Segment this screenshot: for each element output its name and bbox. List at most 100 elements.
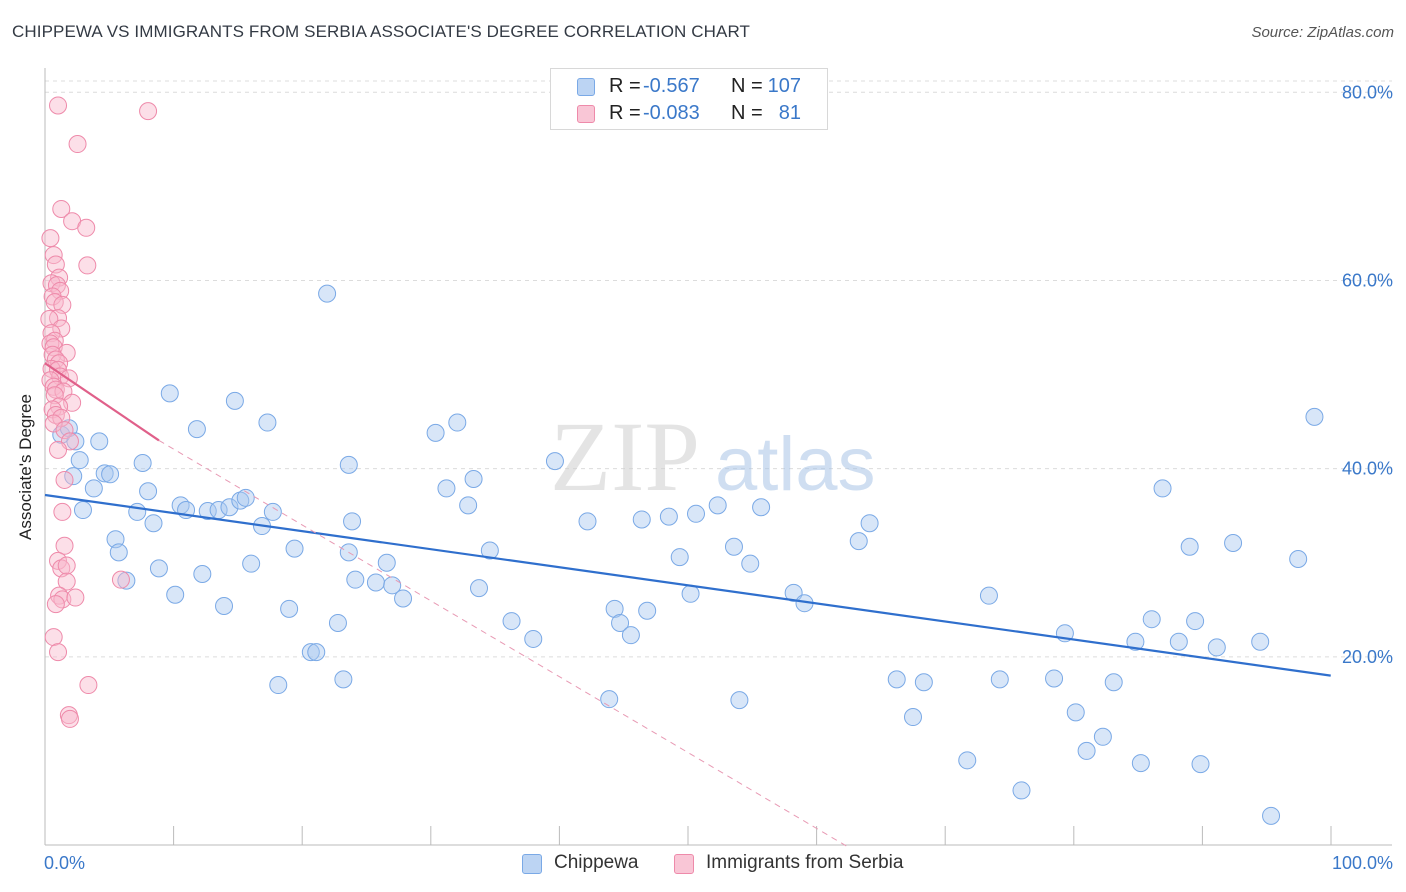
chippewa-point xyxy=(545,452,564,471)
axes xyxy=(44,68,1392,846)
chippewa-point xyxy=(1077,741,1096,760)
serbia-point xyxy=(57,572,76,591)
chippewa-point xyxy=(681,584,700,603)
series-legend: Chippewa Immigrants from Serbia xyxy=(0,852,1406,878)
chippewa-point xyxy=(1126,632,1145,651)
chippewa-point xyxy=(437,479,456,498)
serbia-point xyxy=(68,135,87,154)
chippewa-point xyxy=(464,469,483,488)
chippewa-point xyxy=(605,599,624,618)
chippewa-point xyxy=(887,670,906,689)
serbia-point xyxy=(44,628,63,647)
legend-n-value: 81 xyxy=(778,102,801,124)
chippewa-point xyxy=(133,454,152,473)
serbia-point xyxy=(57,556,76,575)
chippewa-point xyxy=(334,670,353,689)
chippewa-point xyxy=(724,537,743,556)
chippewa-point xyxy=(377,553,396,572)
chippewa-point xyxy=(600,690,619,709)
chippewa-point xyxy=(524,629,543,648)
chippewa-point xyxy=(101,465,120,484)
chippewa-point xyxy=(1153,479,1172,498)
chippewa-point xyxy=(470,579,488,598)
chart-title: CHIPPEWA VS IMMIGRANTS FROM SERBIA ASSOC… xyxy=(12,22,750,41)
chippewa-point xyxy=(242,554,261,573)
chippewa-point xyxy=(258,413,277,432)
serbia-point xyxy=(49,643,68,662)
chippewa-point xyxy=(979,586,998,605)
y-axis-label: Associate's Degree xyxy=(16,394,35,540)
data-points xyxy=(40,96,1324,825)
serbia-point xyxy=(40,310,59,329)
legend-row-chippewa: R = -0.567 N = 107 xyxy=(551,73,827,99)
chippewa-point xyxy=(225,391,244,410)
legend-swatch-serbia xyxy=(674,854,694,874)
serbia-point xyxy=(55,470,74,489)
chippewa-point xyxy=(1012,781,1031,800)
chippewa-point xyxy=(632,510,651,529)
legend-n-value: 107 xyxy=(767,75,801,97)
chippewa-point xyxy=(215,597,234,616)
chippewa-point xyxy=(236,488,255,507)
legend-n-label: N = xyxy=(731,75,763,97)
y-tick-label: 80.0% xyxy=(1342,82,1393,102)
chippewa-point xyxy=(1305,407,1324,426)
chippewa-point xyxy=(280,599,299,618)
legend-label-serbia: Immigrants from Serbia xyxy=(706,852,904,873)
chippewa-point xyxy=(1104,673,1123,692)
chippewa-point xyxy=(1169,632,1188,651)
serbia-point xyxy=(66,588,85,607)
serbia-point xyxy=(77,218,96,237)
chippewa-point xyxy=(459,496,478,515)
legend-swatch-serbia xyxy=(577,105,595,123)
chippewa-point xyxy=(144,514,163,533)
serbia-point xyxy=(45,386,64,405)
chippewa-point xyxy=(914,673,933,692)
source-label: Source: ZipAtlas.com xyxy=(1251,24,1394,41)
chippewa-point xyxy=(1045,669,1064,688)
chippewa-point xyxy=(269,676,288,695)
chippewa-point xyxy=(611,613,630,632)
serbia-point xyxy=(46,595,65,614)
chippewa-point xyxy=(1180,537,1199,556)
chippewa-point xyxy=(480,541,499,560)
chippewa-point xyxy=(70,451,89,470)
chippewa-point xyxy=(1207,638,1226,657)
chippewa-point xyxy=(502,612,521,631)
chippewa-point xyxy=(139,482,158,501)
chippewa-point xyxy=(346,570,365,589)
chippewa-point xyxy=(1093,727,1112,746)
chippewa-point xyxy=(307,643,326,662)
chippewa-point xyxy=(64,467,83,486)
legend-label-chippewa: Chippewa xyxy=(554,852,639,873)
chippewa-point xyxy=(958,751,977,770)
watermark-atlas: atlas xyxy=(715,422,876,507)
chippewa-point xyxy=(741,554,760,573)
chippewa-point xyxy=(328,613,347,632)
legend-r-value: -0.567 xyxy=(643,75,700,97)
chippewa-point xyxy=(578,512,597,531)
serbia-point xyxy=(41,229,60,248)
legend-r-value: -0.083 xyxy=(643,102,700,124)
chippewa-point xyxy=(160,384,179,403)
chippewa-point xyxy=(1066,703,1085,722)
serbia-point xyxy=(60,709,79,728)
chippewa-point xyxy=(84,479,103,498)
chippewa-point xyxy=(1224,533,1243,552)
watermark-zip: ZIP xyxy=(550,401,700,512)
chippewa-point xyxy=(687,504,705,523)
chippewa-point xyxy=(73,501,92,520)
chippewa-point xyxy=(66,432,85,451)
serbia-point xyxy=(49,96,68,115)
legend-r-label: R = xyxy=(609,75,641,97)
chippewa-point xyxy=(1131,754,1150,773)
trend-lines xyxy=(44,362,1331,848)
chippewa-point xyxy=(1262,806,1281,825)
chippewa-point xyxy=(1251,632,1270,651)
chippewa-point xyxy=(860,514,879,533)
y-tick-label: 40.0% xyxy=(1342,459,1393,479)
serbia-point xyxy=(52,199,71,218)
x-tick-label: 0.0% xyxy=(44,853,85,873)
chippewa-point xyxy=(166,585,185,604)
